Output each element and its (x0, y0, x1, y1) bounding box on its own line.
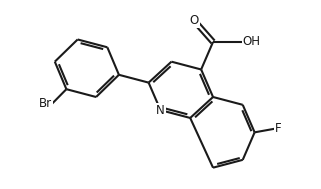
Text: N: N (156, 104, 165, 117)
Text: O: O (190, 14, 199, 27)
Text: OH: OH (243, 36, 261, 48)
Text: Br: Br (39, 97, 52, 110)
Text: F: F (275, 122, 281, 135)
